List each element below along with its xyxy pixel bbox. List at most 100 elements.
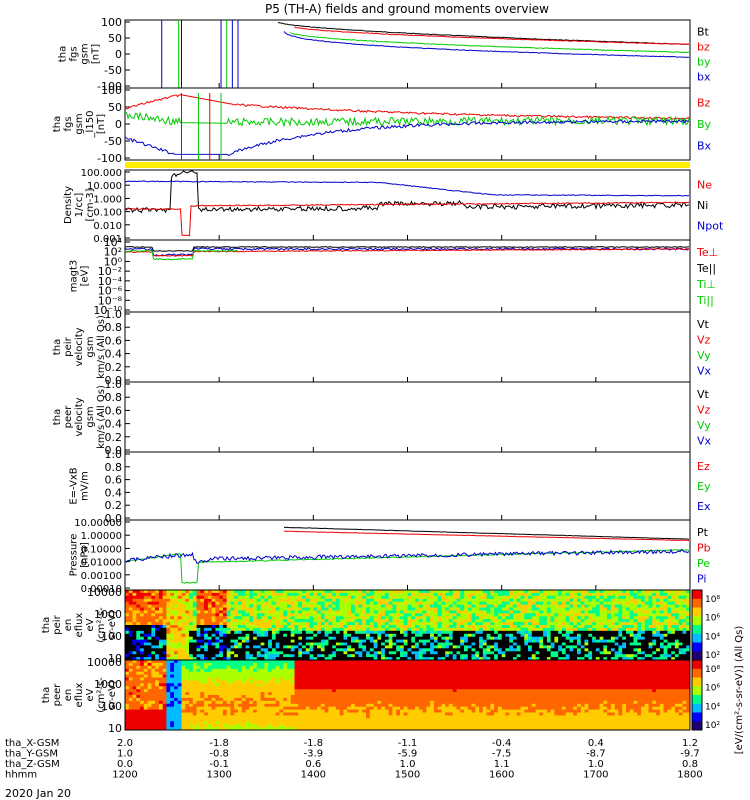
spectrogram-cell (584, 613, 589, 617)
spectrogram-cell (343, 636, 348, 640)
spectrogram-cell (185, 604, 190, 608)
spectrogram-cell (445, 625, 450, 629)
spectrogram-cell (283, 695, 288, 699)
spectrogram-cell (230, 689, 235, 693)
spectrogram-cell (211, 709, 216, 713)
spectrogram-cell (174, 592, 179, 597)
spectrogram-cell (170, 616, 175, 620)
spectrogram-cell (403, 642, 408, 646)
spectrogram-cell (245, 662, 250, 667)
spectrogram-cell (558, 657, 563, 661)
spectrogram-cell (132, 633, 137, 638)
spectrogram-cell (207, 590, 213, 594)
panel-pressure: 10.000001.000000.100000.010000.001000.00… (69, 518, 711, 595)
y-axis-label: eV (85, 618, 96, 631)
spectrogram-cell (396, 607, 401, 611)
spectrogram-cell (354, 598, 359, 603)
spectrogram-cell (290, 645, 295, 649)
spectrogram-cell (535, 645, 540, 649)
spectrogram-cell (234, 692, 239, 696)
spectrogram-cell (245, 721, 250, 725)
spectrogram-cell (174, 630, 179, 635)
spectrogram-cell (641, 627, 646, 632)
y-axis-label: (cm²-s- (96, 677, 107, 713)
spectrogram-cell (264, 592, 269, 597)
spectrogram-cell (335, 636, 341, 640)
spectrogram-cell (170, 686, 175, 690)
spectrogram-cell (678, 642, 683, 646)
spectrogram-cell (445, 607, 450, 611)
spectrogram-cell (253, 610, 258, 614)
spectrogram-cell (656, 598, 661, 603)
spectrogram-cell (204, 654, 209, 658)
spectrogram-cell (238, 627, 243, 632)
spectrogram-cell (189, 625, 194, 629)
spectrogram-cell (207, 642, 213, 646)
spectrogram-cell (482, 651, 487, 655)
spectrogram-cell (437, 616, 442, 620)
spectrogram-cell (290, 598, 295, 603)
spectrogram-cell (505, 613, 510, 617)
spectrogram-cell (422, 590, 427, 594)
spectrogram-cell (659, 619, 665, 623)
spectrogram-cell (362, 648, 367, 652)
spectrogram-cell (328, 651, 333, 655)
spectrogram-cell (279, 674, 284, 678)
spectrogram-cell (494, 601, 499, 605)
spectrogram-cell (320, 636, 326, 640)
spectrogram-cell (192, 715, 197, 719)
spectrogram-cell (422, 645, 427, 649)
spectrogram-cell (418, 604, 423, 608)
spectrogram-cell (158, 648, 164, 652)
spectrogram-cell (196, 703, 201, 708)
spectrogram-cell (516, 630, 521, 635)
spectrogram-cell (219, 715, 224, 719)
spectrogram-cell (501, 613, 506, 617)
spectrogram-cell (192, 639, 197, 643)
spectrogram-cell (249, 619, 254, 623)
spectrogram-cell (189, 601, 194, 605)
spectrogram-cell (482, 622, 487, 626)
spectrogram-cell (260, 654, 265, 658)
spectrogram-cell (554, 657, 559, 661)
spectrogram-cell (275, 706, 280, 710)
spectrogram-cell (641, 601, 646, 605)
spectrogram-cell (475, 595, 480, 600)
spectrogram-cell (211, 657, 216, 661)
spectrogram-cell (339, 613, 344, 617)
spectrogram-cell (215, 613, 220, 617)
spectrogram-cell (241, 677, 246, 681)
spectrogram-cell (539, 651, 544, 655)
spectrogram-cell (415, 642, 420, 646)
spectrogram-cell (678, 595, 683, 600)
spectrogram-cell (629, 592, 634, 597)
spectrogram-cell (641, 595, 646, 600)
spectrogram-cell (196, 689, 201, 693)
spectrogram-cell (539, 616, 544, 620)
spectrogram-cell (607, 607, 612, 611)
spectrogram-cell (448, 657, 454, 661)
spectrogram-cell (253, 654, 258, 658)
spectrogram-cell (147, 627, 152, 632)
spectrogram-cell (219, 689, 224, 693)
spectrogram-cell (241, 595, 246, 600)
spectrogram-cell (241, 724, 246, 728)
spectrogram-cell (637, 630, 642, 635)
spectrogram-cell (143, 709, 148, 713)
spectrogram-cell (501, 654, 506, 658)
spectrogram-cell (456, 642, 461, 646)
spectrogram-cell (339, 648, 344, 652)
spectrogram-cell (158, 671, 164, 675)
spectrogram-cell (584, 642, 589, 646)
spectrogram-cell (230, 677, 235, 681)
spectrogram-cell (245, 595, 250, 600)
spectrogram-cell (558, 639, 563, 643)
spectrogram-cell (362, 633, 367, 638)
spectrogram-cell (207, 622, 213, 626)
spectrogram-cell (143, 674, 148, 678)
spectrogram-cell (151, 662, 156, 667)
spectrogram-cell (626, 622, 631, 626)
spectrogram-cell (377, 642, 382, 646)
spectrogram-cell (509, 645, 514, 649)
spectrogram-cell (158, 601, 164, 605)
